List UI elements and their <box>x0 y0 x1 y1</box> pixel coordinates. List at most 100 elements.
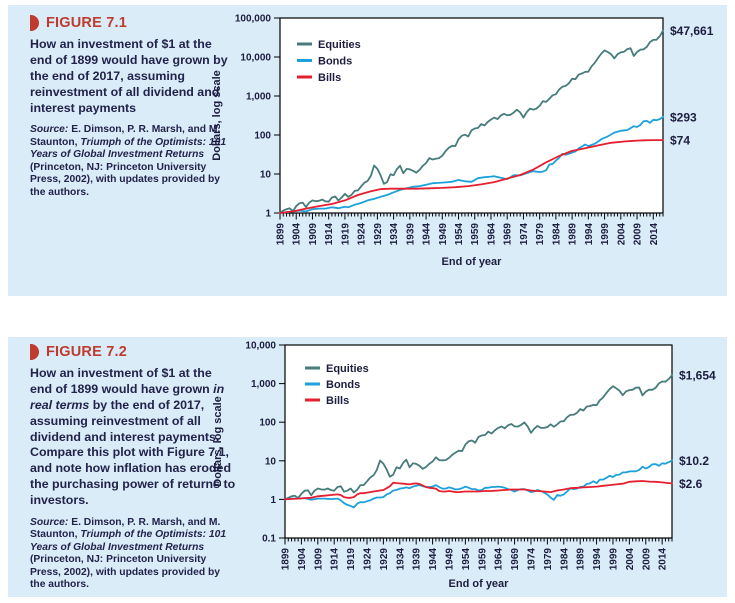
x-tick-label: 1974 <box>526 548 537 571</box>
chart-svg: 10,000 1,000 100 10 1 0.1 1899 1904 1909 1914 1919… <box>212 341 716 591</box>
figure-7-2-source-run: Triumph of the Optimists: 101 Years of G… <box>30 529 227 553</box>
end-value-label-bonds: $293 <box>670 110 697 124</box>
x-tick-label: 1969 <box>510 548 521 571</box>
x-tick-label: 1984 <box>551 223 562 246</box>
x-tick-label: 1929 <box>379 548 390 571</box>
x-tick-label: 1959 <box>477 548 488 571</box>
figure-7-2-chart: 10,000 1,000 100 10 1 0.1 1899 1904 1909 1914 1919… <box>200 337 727 597</box>
x-tick-label: 1904 <box>297 548 308 571</box>
end-value-label-bills: $2.6 <box>679 477 703 491</box>
y-tick-label: 10,000 <box>240 53 271 64</box>
x-tick-label: 1999 <box>608 548 619 571</box>
figure-7-1-source-run: Triumph of the Optimists: 101 Years of G… <box>30 136 227 161</box>
legend-label-equities: Equities <box>318 39 361 51</box>
x-axis: 1899 1904 1909 1914 1919 1924 1929 1934 1939 1944… <box>276 213 664 245</box>
x-tick-label: 1989 <box>568 223 579 246</box>
x-axis-title: End of year <box>449 578 510 590</box>
end-value-label-equities: $47,661 <box>670 24 714 38</box>
x-tick-label: 1904 <box>292 223 303 246</box>
x-tick-label: 1964 <box>494 548 505 571</box>
x-tick-label: 1944 <box>422 223 433 246</box>
x-tick-label: 1919 <box>340 223 351 246</box>
figure-7-1-description: How an investment of $1 at the end of 18… <box>30 37 236 116</box>
x-tick-label: 1994 <box>584 223 595 246</box>
legend-label-bonds: Bonds <box>326 379 360 391</box>
legend: Equities Bonds Bills <box>297 39 361 84</box>
x-tick-label: 1934 <box>395 548 406 571</box>
y-tick-label: 100 <box>254 131 271 142</box>
y-axis-title: Dollars, log scale <box>211 70 223 160</box>
legend: Equities Bonds Bills <box>305 363 369 407</box>
figure-7-2-source-run: (Princeton, NJ: Princeton University Pre… <box>30 554 220 591</box>
x-tick-label: 1959 <box>470 223 481 246</box>
figure-7-2-description-run: How an investment of $1 at the end of 18… <box>30 366 214 396</box>
figure-7-2-description: How an investment of $1 at the end of 18… <box>30 366 236 509</box>
x-tick-label: 1944 <box>428 548 439 571</box>
y-tick-label: 100 <box>259 418 276 429</box>
x-tick-label: 1974 <box>519 223 530 246</box>
x-tick-label: 2009 <box>633 223 644 246</box>
x-tick-label: 1914 <box>324 223 335 246</box>
series-line-equities <box>279 29 664 214</box>
x-tick-label: 1954 <box>461 548 472 571</box>
series-line-bills <box>284 480 673 501</box>
figure-7-2-description-run: by the end of 2017, assuming reinvestmen… <box>30 397 236 507</box>
x-axis-title: End of year <box>442 256 503 268</box>
x-tick-label: 2014 <box>658 548 669 571</box>
chart-svg: 100,000 10,000 1,000 100 10 1 1899 1904 1909 1914… <box>211 14 714 269</box>
y-tick-label: 1 <box>270 495 276 506</box>
x-tick-label: 1924 <box>357 223 368 246</box>
x-tick-label: 1979 <box>543 548 554 571</box>
figure-7-1-text-column: FIGURE 7.1 How an investment of $1 at th… <box>30 15 242 199</box>
x-tick-label: 2014 <box>649 223 660 246</box>
y-tick-label: 1,000 <box>251 379 276 390</box>
x-tick-label: 1949 <box>444 548 455 571</box>
x-tick-label: 1999 <box>600 223 611 246</box>
end-value-label-bills: $74 <box>670 134 690 148</box>
legend-label-equities: Equities <box>326 363 369 375</box>
y-tick-label: 1,000 <box>246 92 271 103</box>
series-line-bonds <box>284 459 673 509</box>
y-tick-label: 10 <box>260 170 272 181</box>
legend-label-bonds: Bonds <box>318 55 352 67</box>
y-axis: 10,000 1,000 100 10 1 0.1 <box>245 341 285 545</box>
series-line-equities <box>284 374 673 501</box>
figure-7-1-source: Source: E. Dimson, P. R. Marsh, and M. S… <box>30 124 228 199</box>
series-line-bills <box>279 139 664 214</box>
legend-label-bills: Bills <box>326 395 349 407</box>
figure-7-2-description-run: in real terms <box>30 381 225 412</box>
x-tick-label: 1899 <box>281 548 292 571</box>
figure-marker-icon <box>30 15 39 31</box>
figure-7-1-description-run: How an investment of $1 at the end of 18… <box>30 37 228 115</box>
x-tick-label: 2009 <box>641 548 652 571</box>
figure-7-1-source-run: E. Dimson, P. R. Marsh, and M. Staunton, <box>30 124 221 148</box>
figure-7-2-text-column: FIGURE 7.2 How an investment of $1 at th… <box>30 344 242 592</box>
figure-7-1-panel: FIGURE 7.1 How an investment of $1 at th… <box>8 5 727 296</box>
figure-7-1-chart: 100,000 10,000 1,000 100 10 1 1899 1904 1909 1914… <box>200 5 727 296</box>
y-axis: 100,000 10,000 1,000 100 10 1 <box>235 14 280 220</box>
figure-7-1-title: FIGURE 7.1 <box>46 15 127 31</box>
plot-area <box>279 17 664 214</box>
y-tick-label: 100,000 <box>235 14 272 25</box>
x-tick-label: 1909 <box>308 223 319 246</box>
x-tick-label: 1914 <box>330 548 341 571</box>
x-tick-label: 1929 <box>373 223 384 246</box>
series-line-bonds <box>279 115 664 214</box>
x-tick-label: 1964 <box>486 223 497 246</box>
x-tick-label: 2004 <box>616 223 627 246</box>
y-tick-label: 10,000 <box>245 341 276 352</box>
figure-7-2-source-run: Source: <box>30 516 69 528</box>
end-value-label-equities: $1,654 <box>679 369 716 383</box>
y-tick-label: 1 <box>265 209 271 220</box>
figure-7-2-title: FIGURE 7.2 <box>46 344 127 360</box>
x-tick-label: 1919 <box>346 548 357 571</box>
figure-7-2-panel: FIGURE 7.2 How an investment of $1 at th… <box>8 337 727 597</box>
x-tick-label: 1969 <box>503 223 514 246</box>
x-tick-label: 1949 <box>438 223 449 246</box>
figure-7-1-source-run: (Princeton, NJ: Princeton University Pre… <box>30 161 220 198</box>
figure-7-1-heading: FIGURE 7.1 <box>30 15 242 31</box>
x-tick-label: 1939 <box>405 223 416 246</box>
figure-7-2-source: Source: E. Dimson, P. R. Marsh, and M. S… <box>30 517 228 592</box>
figure-7-2-heading: FIGURE 7.2 <box>30 344 242 360</box>
